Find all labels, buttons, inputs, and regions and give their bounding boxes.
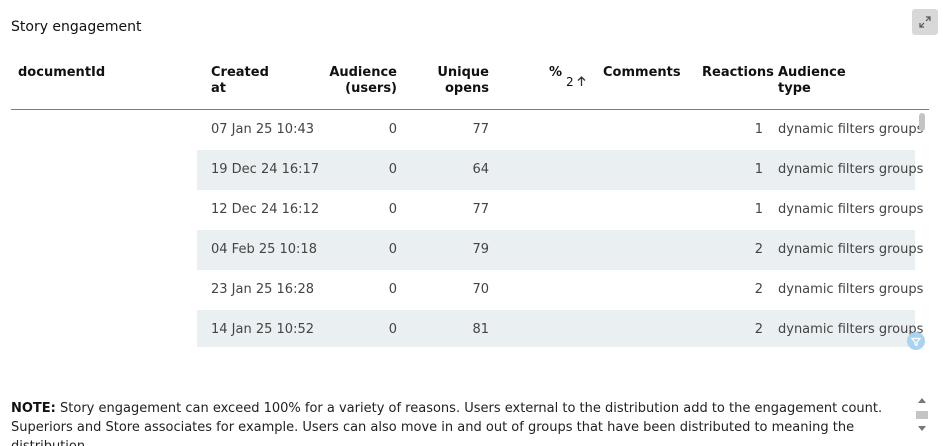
filter-icon — [910, 332, 922, 351]
table-row[interactable]: 12 Dec 24 16:12 0 77 1 dynamic filters g… — [197, 190, 923, 230]
cell-audience: 0 — [388, 162, 397, 177]
cell-audience-type: dynamic filters groups — [778, 202, 924, 217]
cell-audience-type: dynamic filters groups — [778, 162, 924, 177]
cell-reactions: 1 — [754, 122, 763, 137]
engagement-table: documentId Created at Audience (users) Uni… — [11, 55, 929, 347]
expand-icon — [919, 13, 931, 32]
col-header-documentid[interactable]: documentId — [18, 65, 106, 80]
cell-reactions: 2 — [754, 242, 763, 257]
col-header-audience-users[interactable]: Audience (users) — [329, 65, 397, 96]
table-row[interactable]: 14 Jan 25 10:52 0 81 2 dynamic filters g… — [197, 310, 923, 347]
table-header: documentId Created at Audience (users) Uni… — [11, 55, 929, 110]
cell-audience: 0 — [388, 322, 397, 337]
cell-created-at: 14 Jan 25 10:52 — [211, 322, 314, 337]
panel-title: Story engagement — [11, 19, 142, 35]
table-row[interactable]: 04 Feb 25 10:18 0 79 2 dynamic filters g… — [197, 230, 923, 270]
cell-audience-type: dynamic filters groups — [778, 122, 924, 137]
col-header-audience-type[interactable]: Audience type — [778, 65, 846, 96]
cell-unique-opens: 77 — [472, 122, 489, 137]
cell-audience-type: dynamic filters groups — [778, 282, 924, 297]
cell-unique-opens: 64 — [472, 162, 489, 177]
cell-reactions: 1 — [754, 202, 763, 217]
arrow-up-icon — [577, 75, 586, 89]
table-scrollbar-thumb[interactable] — [919, 113, 925, 131]
cell-audience: 0 — [388, 282, 397, 297]
cell-unique-opens: 77 — [472, 202, 489, 217]
table-scrollbar[interactable] — [918, 111, 926, 347]
cell-reactions: 2 — [754, 322, 763, 337]
cell-reactions: 2 — [754, 282, 763, 297]
cell-unique-opens: 70 — [472, 282, 489, 297]
cell-audience-type: dynamic filters groups — [778, 322, 924, 337]
cell-audience: 0 — [388, 122, 397, 137]
sort-indicator[interactable]: 2 — [566, 74, 586, 90]
table-row[interactable]: 19 Dec 24 16:17 0 64 1 dynamic filters g… — [197, 150, 923, 190]
col-header-created-at[interactable]: Created at — [211, 65, 269, 96]
table-body: 07 Jan 25 10:43 0 77 1 dynamic filters g… — [197, 110, 923, 347]
col-header-unique-opens[interactable]: Unique opens — [437, 65, 489, 96]
scroll-down-icon[interactable] — [918, 426, 926, 431]
table-row[interactable]: 23 Jan 25 16:28 0 70 2 dynamic filters g… — [197, 270, 923, 310]
cell-audience: 0 — [388, 202, 397, 217]
note-scrollbar[interactable] — [914, 398, 930, 434]
col-header-percent[interactable]: % — [549, 65, 563, 80]
cell-created-at: 12 Dec 24 16:12 — [211, 202, 320, 217]
expand-button[interactable] — [912, 9, 938, 35]
cell-created-at: 19 Dec 24 16:17 — [211, 162, 320, 177]
cell-audience-type: dynamic filters groups — [778, 242, 924, 257]
note-text: Story engagement can exceed 100% for a v… — [11, 401, 883, 446]
scroll-up-icon[interactable] — [918, 398, 926, 403]
cell-unique-opens: 79 — [472, 242, 489, 257]
table-row[interactable]: 07 Jan 25 10:43 0 77 1 dynamic filters g… — [197, 110, 923, 150]
col-header-comments[interactable]: Comments — [603, 65, 681, 80]
note-label: NOTE: — [11, 401, 56, 416]
cell-created-at: 04 Feb 25 10:18 — [211, 242, 317, 257]
cell-created-at: 07 Jan 25 10:43 — [211, 122, 314, 137]
cell-unique-opens: 81 — [472, 322, 489, 337]
col-header-reactions[interactable]: Reactions — [702, 65, 774, 80]
note-scrollbar-thumb[interactable] — [916, 411, 928, 419]
filter-button[interactable] — [907, 332, 925, 350]
cell-created-at: 23 Jan 25 16:28 — [211, 282, 314, 297]
cell-audience: 0 — [388, 242, 397, 257]
engagement-note: NOTE: Story engagement can exceed 100% f… — [11, 399, 911, 446]
cell-reactions: 1 — [754, 162, 763, 177]
